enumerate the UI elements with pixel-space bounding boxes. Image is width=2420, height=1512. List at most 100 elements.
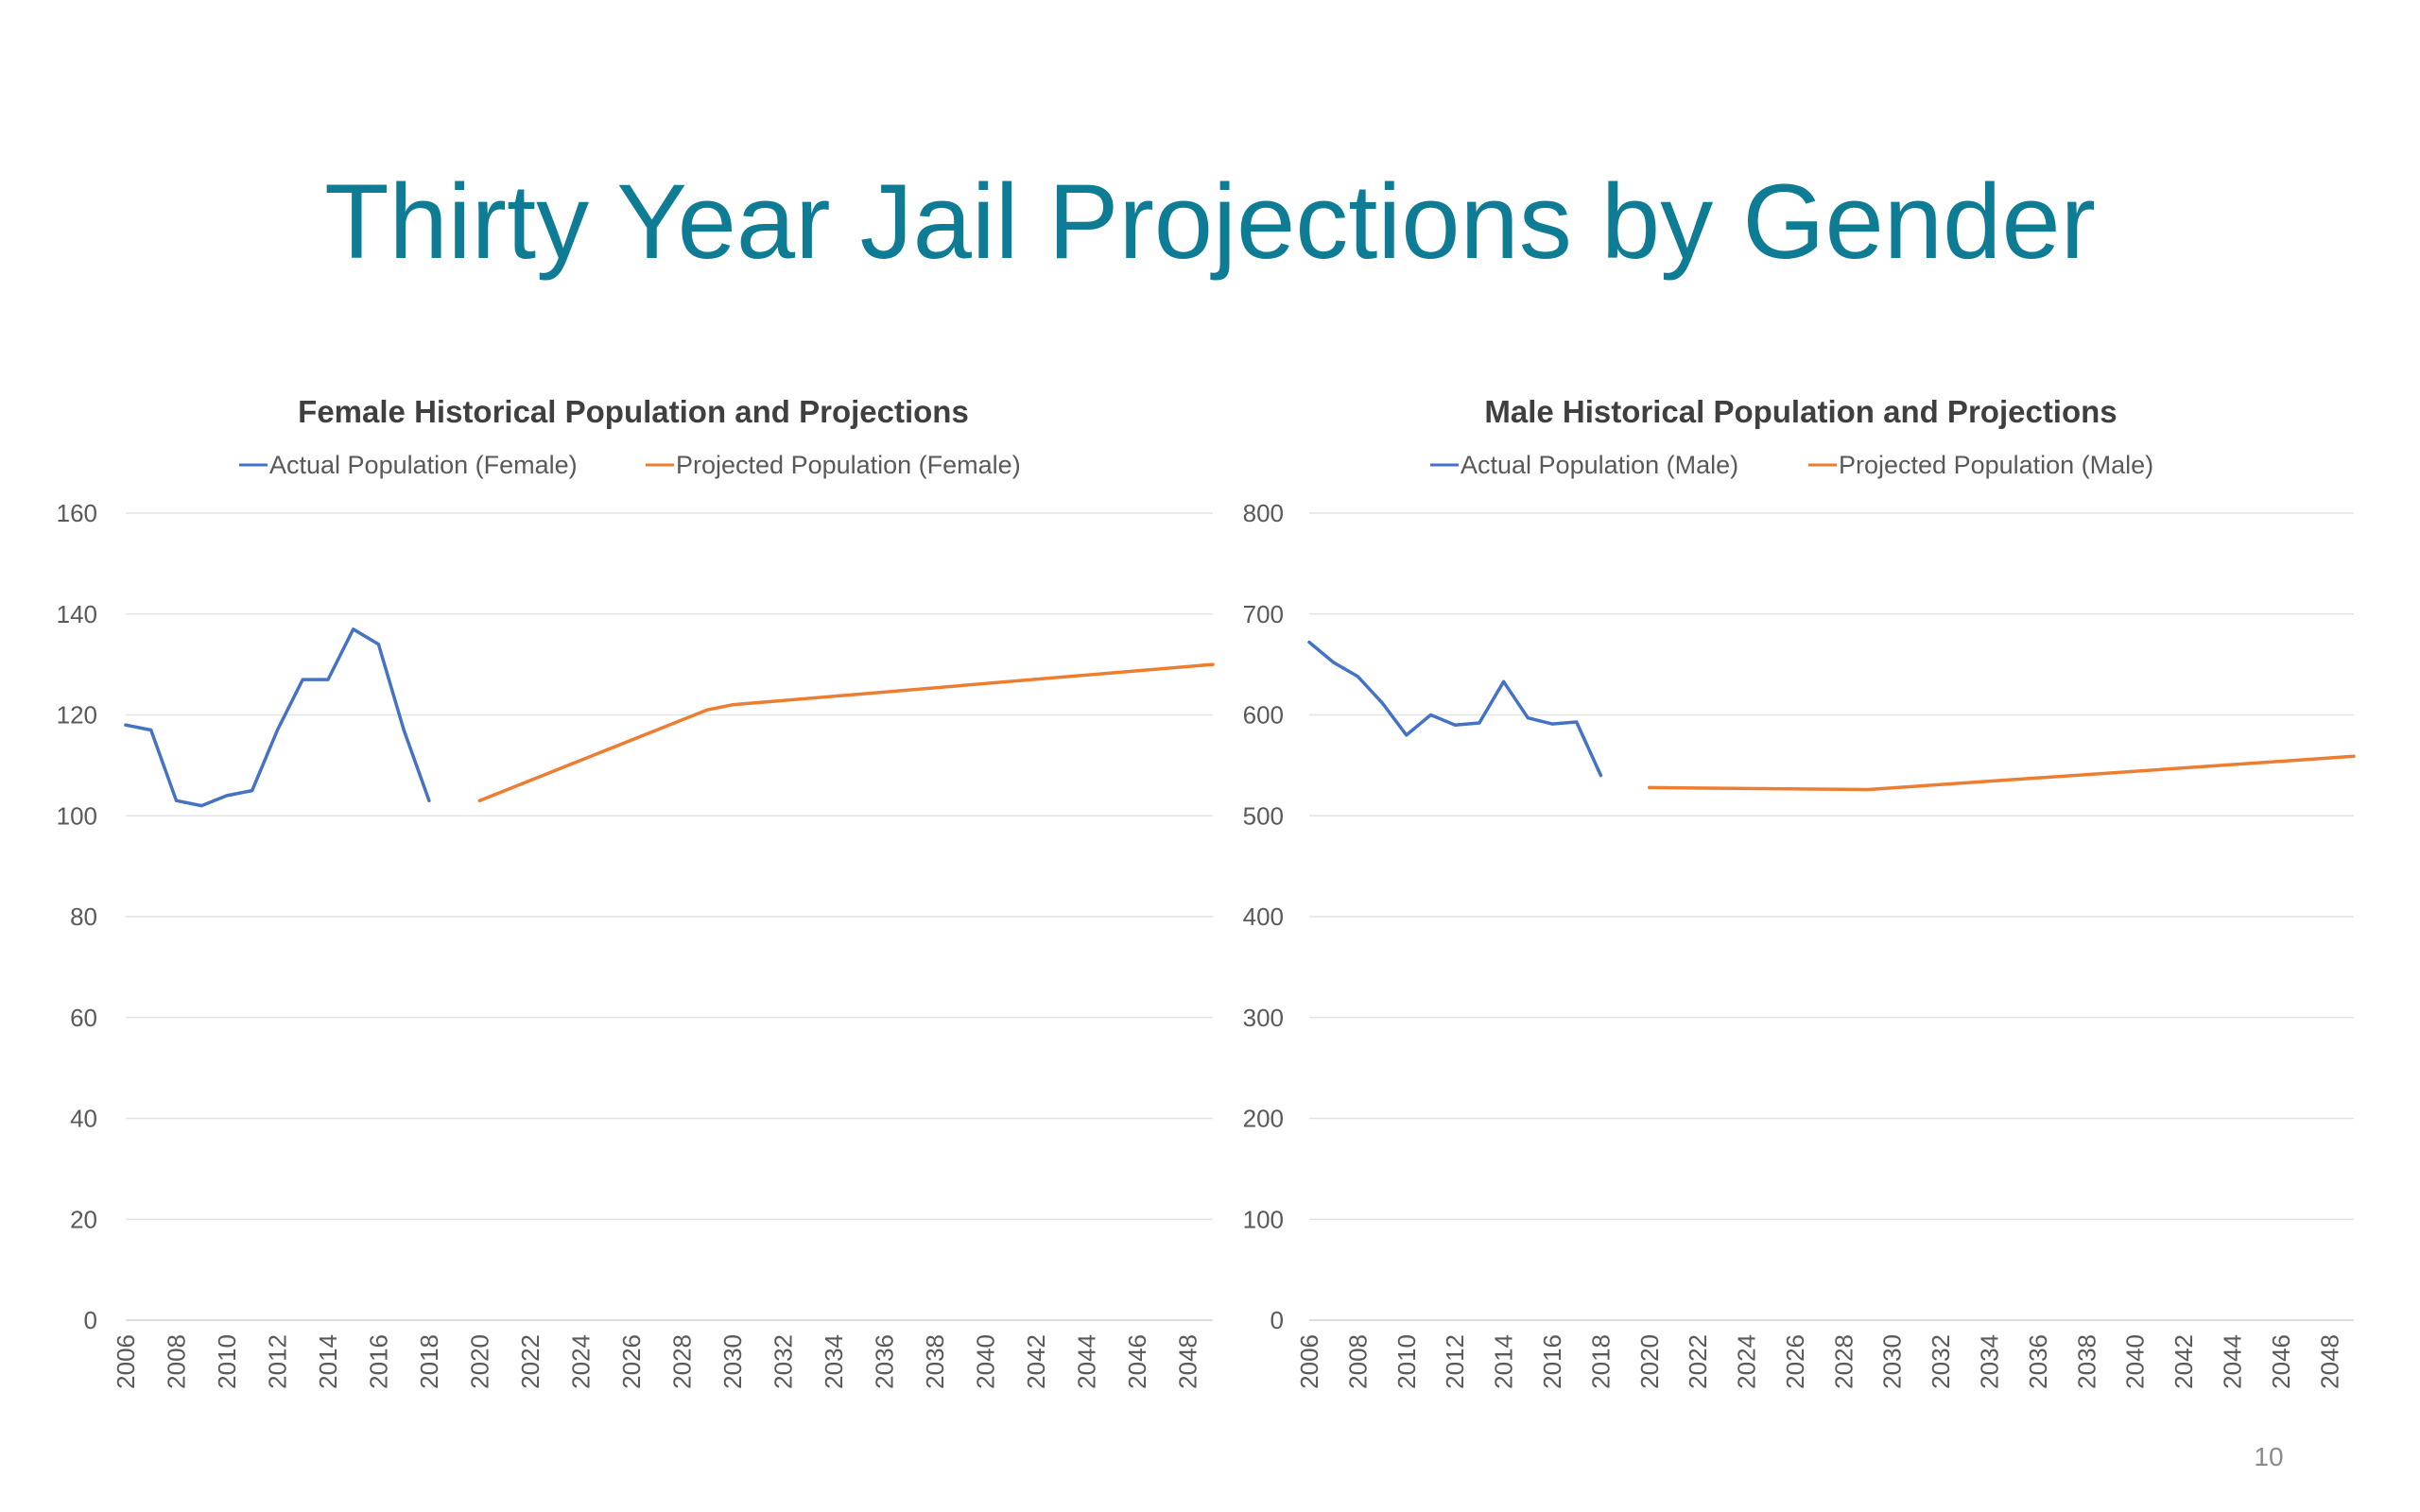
female-y-tick-label: 120 [57,701,97,730]
female-chart-title: Female Historical Population and Project… [298,394,969,429]
male-x-tick-label: 2022 [1684,1334,1712,1389]
female-projected-data-point [1211,662,1215,666]
male-x-tick-label: 2006 [1295,1334,1323,1389]
male-legend-label-projected: Projected Population (Male) [1839,451,2153,479]
female-y-tick-label: 20 [70,1205,97,1233]
male-actual-data-point [1428,713,1432,716]
female-actual-data-point [149,729,153,732]
female-x-tick-label: 2008 [162,1334,190,1389]
female-x-tick-label: 2048 [1173,1334,1201,1389]
female-x-tick-label: 2038 [921,1334,949,1389]
male-x-tick-label: 2028 [1829,1334,1858,1389]
female-y-tick-label: 140 [57,600,97,628]
male-x-tick-label: 2046 [2267,1334,2295,1389]
female-actual-data-point [402,729,406,732]
male-actual-data-point [1380,701,1384,705]
male-actual-data-point [1478,721,1481,725]
male-x-tick-label: 2044 [2219,1334,2247,1389]
female-x-tick-label: 2026 [617,1334,646,1389]
female-actual-data-point [326,678,330,681]
male-actual-data-point [1453,723,1457,727]
male-y-tick-label: 0 [1270,1306,1284,1334]
male-actual-data-point [1550,722,1554,726]
female-legend-label-projected: Projected Population (Female) [676,451,1021,479]
female-x-tick-label: 2012 [263,1334,291,1389]
male-x-tick-label: 2014 [1490,1334,1518,1389]
male-x-tick-label: 2016 [1538,1334,1566,1389]
female-projected-data-point [731,703,735,707]
male-x-tick-label: 2032 [1927,1334,1955,1389]
male-x-tick-label: 2008 [1343,1334,1372,1389]
female-actual-data-point [352,627,355,631]
male-x-tick-label: 2012 [1441,1334,1469,1389]
male-actual-data-point [1307,641,1311,644]
female-actual-data-point [427,799,431,802]
male-actual-data-point [1502,679,1506,683]
male-y-tick-label: 600 [1243,701,1284,730]
female-legend-label-actual: Actual Population (Female) [269,451,578,479]
female-x-tick-label: 2044 [1072,1334,1100,1389]
male-actual-data-point [1332,661,1336,664]
female-y-tick-label: 80 [70,902,97,931]
male-x-tick-label: 2030 [1878,1334,1907,1389]
male-chart-title: Male Historical Population and Projectio… [1484,394,2117,429]
male-x-tick-label: 2018 [1586,1334,1615,1389]
female-x-tick-label: 2024 [566,1334,595,1389]
male-x-tick-label: 2034 [1976,1334,2004,1389]
male-actual-data-point [1599,774,1602,778]
female-x-tick-label: 2036 [870,1334,898,1389]
male-x-tick-label: 2042 [2169,1334,2198,1389]
male-projected-data-point [2352,754,2356,758]
male-x-tick-label: 2024 [1733,1334,1761,1389]
female-actual-data-point [301,678,304,681]
female-x-tick-label: 2040 [971,1334,999,1389]
male-y-tick-label: 800 [1243,499,1284,527]
male-y-tick-label: 200 [1243,1105,1284,1133]
female-y-tick-label: 160 [57,499,97,527]
male-y-tick-label: 400 [1243,902,1284,931]
female-x-tick-label: 2028 [667,1334,696,1389]
male-actual-data-point [1405,733,1409,737]
male-x-tick-label: 2036 [2024,1334,2052,1389]
female-x-tick-label: 2014 [314,1334,342,1389]
female-projected-series-line [477,662,1215,802]
female-actual-data-point [124,723,128,727]
male-y-tick-label: 500 [1243,801,1284,830]
page-number: 10 [2254,1442,2284,1471]
male-x-tick-label: 2048 [2315,1334,2343,1389]
male-projected-series-line [1648,754,2356,792]
male-x-tick-label: 2026 [1781,1334,1809,1389]
male-projected-data-point [1648,785,1651,789]
male-y-tick-label: 700 [1243,600,1284,628]
male-x-tick-label: 2010 [1392,1334,1421,1389]
female-x-tick-label: 2016 [364,1334,392,1389]
female-projected-data-point [477,799,481,802]
female-x-tick-label: 2006 [112,1334,140,1389]
female-y-tick-label: 40 [70,1105,97,1133]
female-actual-data-point [199,804,203,808]
slide-title: Thirty Year Jail Projections by Gender [324,163,2096,281]
male-actual-data-point [1526,716,1530,720]
female-actual-data-point [251,789,254,793]
male-actual-data-point [1356,675,1359,679]
male-x-tick-label: 2038 [2072,1334,2100,1389]
female-actual-data-point [376,643,380,646]
male-legend-label-actual: Actual Population (Male) [1461,451,1738,479]
female-population-chart: Female Historical Population and Project… [57,394,1215,1389]
female-x-tick-label: 2046 [1123,1334,1151,1389]
female-x-tick-label: 2020 [465,1334,493,1389]
male-projected-data-point [1866,787,1870,791]
male-actual-data-point [1575,720,1579,724]
female-actual-data-point [225,794,229,798]
female-x-tick-label: 2010 [213,1334,241,1389]
female-x-tick-label: 2032 [769,1334,797,1389]
female-y-tick-label: 0 [84,1306,97,1334]
female-actual-data-point [275,729,279,732]
female-x-tick-label: 2022 [516,1334,544,1389]
female-y-tick-label: 60 [70,1004,97,1032]
male-y-tick-label: 300 [1243,1004,1284,1032]
female-y-tick-label: 100 [57,801,97,830]
male-actual-series-line [1307,640,1603,778]
